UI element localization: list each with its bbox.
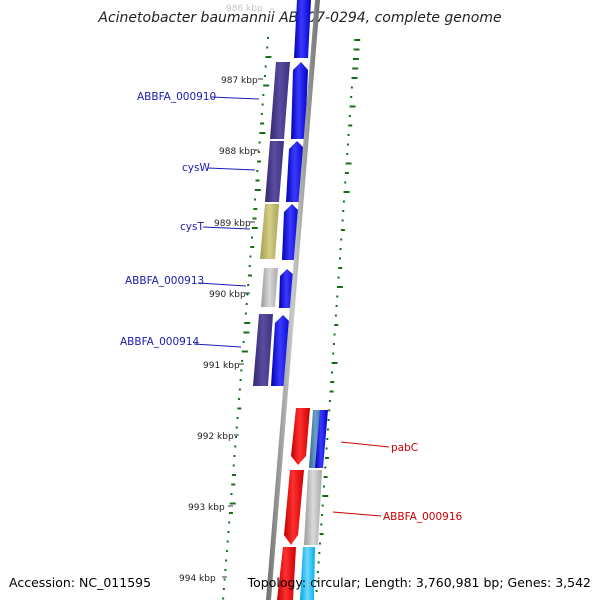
tick-label-990: 990 kbp <box>209 290 246 300</box>
gc-content-track <box>222 37 361 600</box>
gene-label-abbfa-000910[interactable]: ABBFA_000910 <box>137 91 216 103</box>
tick-label-989: 989 kbp <box>214 219 251 229</box>
gene-label-abbfa-000916[interactable]: ABBFA_000916 <box>383 511 463 523</box>
cog-block-abbfa-000910[interactable] <box>270 62 290 139</box>
tick-label-992: 992 kbp <box>197 432 234 442</box>
gene-arrow-top-fwd[interactable] <box>294 0 311 58</box>
cog-block-abbfa-000916[interactable] <box>304 470 322 545</box>
gene-labels-left: ABBFA_000910 cysW cysT ABBFA_000913 ABBF… <box>120 91 260 348</box>
gene-arrow-rev-3[interactable] <box>277 547 296 600</box>
gene-labels-right: pabC ABBFA_000916 <box>332 441 463 523</box>
gene-arrow-rev-2[interactable] <box>284 470 304 545</box>
tick-label-988: 988 kbp <box>219 147 256 157</box>
gene-label-abbfa-000913[interactable]: ABBFA_000913 <box>125 275 204 287</box>
label-leader-cysw <box>207 167 256 171</box>
gene-arrow-abbfa-000910[interactable] <box>291 62 308 139</box>
gene-label-cyst[interactable]: cysT <box>180 221 204 233</box>
label-leader-abbfa-000914 <box>193 343 242 348</box>
label-leader-abbfa-000913 <box>197 282 247 287</box>
label-leader-cyst <box>202 226 251 230</box>
genome-backbone <box>266 0 320 600</box>
cog-block-cyst[interactable] <box>260 204 279 259</box>
label-leader-abbfa-000916 <box>332 511 382 517</box>
tick-label-994: 994 kbp <box>179 574 216 584</box>
gene-label-cysw[interactable]: cysW <box>182 162 210 174</box>
gene-arrow-rev-1[interactable] <box>291 408 310 465</box>
label-leader-pabc <box>340 441 390 448</box>
accession-text: Accession: NC_011595 <box>9 575 152 590</box>
cog-block-abbfa-000914[interactable] <box>253 314 273 386</box>
gene-label-abbfa-000914[interactable]: ABBFA_000914 <box>120 336 200 348</box>
topology-text: Topology: circular; Length: 3,760,981 bp… <box>247 575 591 590</box>
tick-label-986: 986 kbp <box>226 4 263 14</box>
tick-label-993: 993 kbp <box>188 503 225 513</box>
cog-track <box>253 62 322 600</box>
cog-block-abbfa-000913[interactable] <box>261 268 278 307</box>
label-leader-abbfa-000910 <box>210 96 260 100</box>
tick-label-987: 987 kbp <box>221 76 258 86</box>
cog-block-next[interactable] <box>300 547 315 600</box>
tick-label-991: 991 kbp <box>203 361 240 371</box>
gene-arrow-pabc-cog[interactable] <box>315 410 328 468</box>
kbp-scale: 986 kbp 987 kbp 988 kbp 989 kbp 990 kbp … <box>179 4 274 584</box>
gene-label-pabc[interactable]: pabC <box>391 442 418 454</box>
cog-block-cysw[interactable] <box>265 141 284 202</box>
